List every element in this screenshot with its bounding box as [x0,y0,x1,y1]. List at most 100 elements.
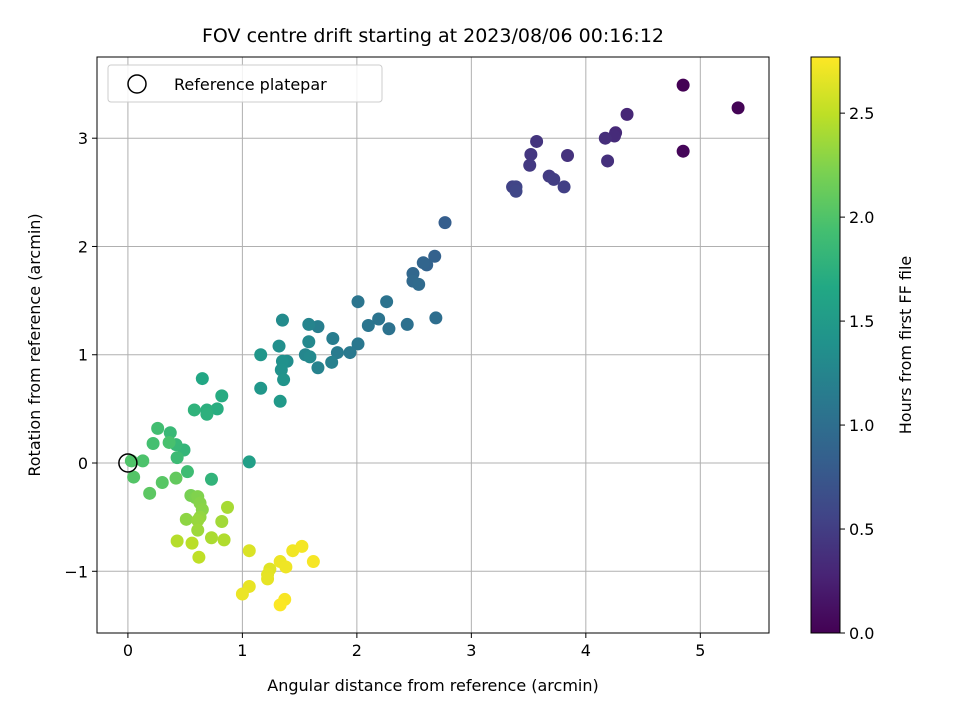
data-point [557,180,571,194]
x-tick-label: 1 [237,641,247,660]
data-point [547,172,561,186]
data-point [235,587,249,601]
data-point [191,523,205,537]
data-point [195,372,209,386]
colorbar-tick-label: 1.5 [849,312,874,331]
data-point [330,346,344,360]
data-point [200,407,214,421]
data-point [136,454,150,468]
data-point [273,394,287,408]
x-tick-label: 3 [466,641,476,660]
data-point [295,539,309,553]
data-point [382,322,396,336]
data-point [192,550,206,564]
data-point [242,455,256,469]
x-axis-label: Angular distance from reference (arcmin) [267,676,598,695]
data-point [143,486,157,500]
chart-title: FOV centre drift starting at 2023/08/06 … [202,25,664,47]
data-point [416,256,430,270]
data-point [204,531,218,545]
data-point [598,131,612,145]
data-point [343,346,357,360]
data-point [151,421,165,435]
data-point [676,144,690,158]
x-tick-label: 2 [352,641,362,660]
data-point [261,572,275,586]
y-tick-label: 3 [78,129,88,148]
data-point [163,426,177,440]
x-tick-label: 0 [123,641,133,660]
data-point [146,437,160,451]
data-point [302,317,316,331]
data-point [380,295,394,309]
data-point [311,361,325,375]
legend-box [107,64,383,103]
data-point [326,332,340,346]
data-point [676,78,690,92]
data-point [254,381,268,395]
y-tick-label: 0 [78,454,88,473]
data-point [127,470,141,484]
colorbar-frame [810,56,841,634]
y-tick-label: 1 [78,346,88,365]
y-tick-label: 2 [78,237,88,256]
data-point [277,373,291,387]
data-point [302,335,316,349]
data-point [162,435,176,449]
data-point [242,544,256,558]
x-axis-ticks: 0 1 2 3 4 5 [123,633,705,660]
colorbar-tick-label: 2.5 [849,104,874,123]
data-point [530,134,544,148]
data-point [561,149,575,163]
data-point [204,472,218,486]
data-point [351,337,365,351]
data-point [179,512,193,526]
x-tick-label: 5 [695,641,705,660]
colorbar-label: Hours from first FF file [896,256,915,435]
plot-frame [96,56,770,634]
data-point [620,107,634,121]
data-point [524,147,538,161]
y-axis-label: Rotation from reference (arcmin) [25,213,44,476]
data-point [170,534,184,548]
data-point [221,500,235,514]
colorbar [811,57,840,633]
data-point [155,476,169,490]
y-tick-label: −1 [64,562,88,581]
data-point [180,465,194,479]
data-point [215,389,229,403]
legend: Reference platepar [107,64,383,103]
data-point [412,277,426,291]
data-point [215,514,229,528]
data-point [187,403,201,417]
legend-marker-icon [127,74,147,94]
data-point [210,402,224,416]
data-point [509,184,523,198]
data-point [185,536,199,550]
x-tick-label: 4 [581,641,591,660]
data-point [372,312,386,326]
data-point [601,154,615,168]
colorbar-tick-label: 2.0 [849,208,874,227]
colorbar-ticks: 0.0 0.5 1.0 1.5 2.0 2.5 [840,104,874,643]
colorbar-tick-label: 1.0 [849,416,874,435]
data-point [275,313,289,327]
data-point [274,363,288,377]
y-axis-ticks: −1 0 1 2 3 [64,129,97,581]
data-point [325,355,339,369]
data-point [428,249,442,263]
data-point [279,560,293,574]
data-point [523,158,537,172]
data-point [400,317,414,331]
data-point [429,311,443,325]
data-point [217,533,231,547]
data-point [438,216,452,230]
colorbar-tick-label: 0.5 [849,520,874,539]
data-point [254,348,268,362]
data-point [191,513,205,527]
legend-label: Reference platepar [174,75,327,94]
data-point [169,471,183,485]
data-point [351,295,365,309]
data-point [361,319,375,333]
